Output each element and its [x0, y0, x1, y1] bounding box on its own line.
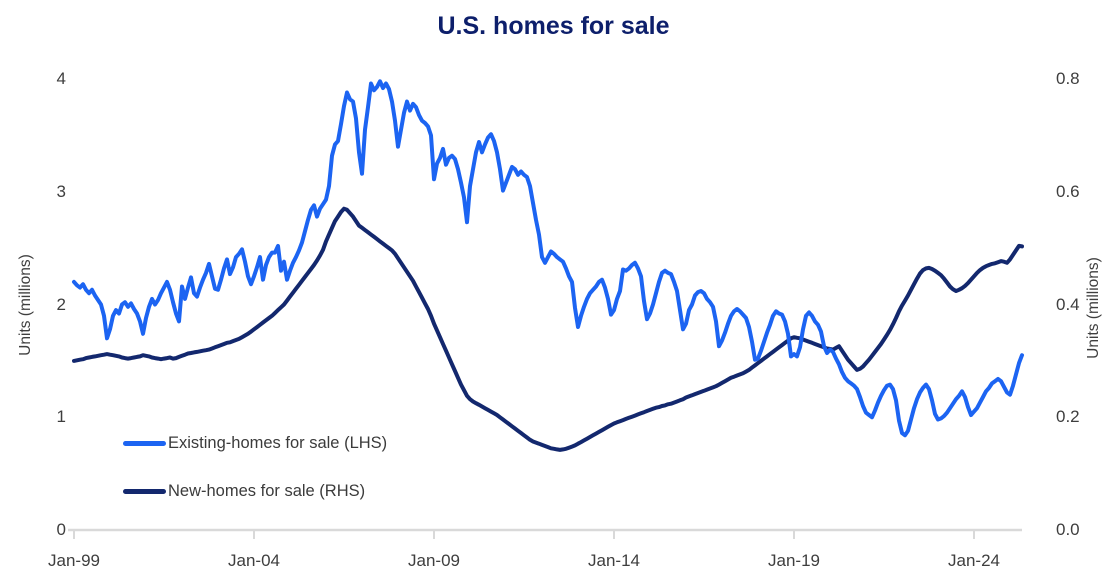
right-axis-tick-label: 0.0 — [1056, 520, 1080, 539]
right-axis-tick-label: 0.2 — [1056, 407, 1080, 426]
x-axis-tick-label: Jan-04 — [228, 551, 280, 570]
existing-homes-line-swatch — [123, 440, 166, 446]
x-axis-tick-label: Jan-99 — [48, 551, 100, 570]
left-axis-tick-label: 0 — [56, 520, 66, 539]
right-axis-tick-label: 0.6 — [1056, 182, 1080, 201]
legend-label-existing-homes: Existing-homes for sale (LHS) — [168, 433, 388, 452]
legend-item-existing-homes: Existing-homes for sale (LHS) — [123, 430, 387, 456]
legend-item-new-homes: New-homes for sale (RHS) — [123, 478, 387, 504]
x-axis-tick-label: Jan-09 — [408, 551, 460, 570]
existing-homes-line — [72, 79, 1024, 438]
x-axis-tick-label: Jan-19 — [768, 551, 820, 570]
left-axis-tick-label: 1 — [56, 407, 66, 426]
left-axis-tick-label: 2 — [56, 295, 66, 314]
new-homes-line-swatch — [123, 488, 166, 494]
left-axis-tick-label: 4 — [56, 69, 66, 88]
left-axis-tick-label: 3 — [56, 182, 66, 201]
right-axis-tick-label: 0.4 — [1056, 295, 1080, 314]
legend: Existing-homes for sale (LHS) New-homes … — [123, 430, 387, 526]
left-axis-title: Units (millions) — [17, 254, 34, 356]
legend-label-new-homes: New-homes for sale (RHS) — [168, 481, 366, 500]
right-axis-tick-label: 0.8 — [1056, 69, 1080, 88]
new-homes-line — [72, 206, 1024, 452]
chart-title: U.S. homes for sale — [437, 12, 670, 40]
right-axis-title: Units (millions) — [1085, 257, 1102, 359]
x-axis-tick-label: Jan-24 — [948, 551, 1000, 570]
x-axis-tick-label: Jan-14 — [588, 551, 640, 570]
